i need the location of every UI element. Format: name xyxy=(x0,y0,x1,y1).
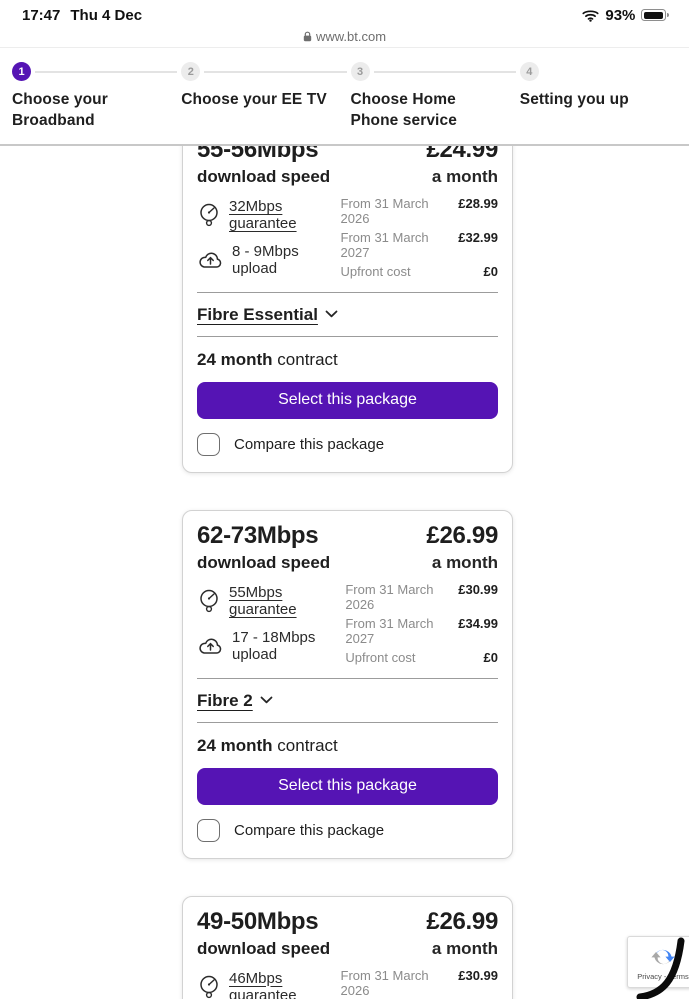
future-price-value: £30.99 xyxy=(458,967,498,983)
compare-checkbox[interactable] xyxy=(197,432,220,456)
future-price-value: £30.99 xyxy=(458,581,498,597)
lock-icon xyxy=(303,31,312,42)
future-price-value: £34.99 xyxy=(458,615,498,631)
status-left: 17:47 Thu 4 Dec xyxy=(22,7,142,24)
step-3-label: Choose Home Phone service xyxy=(350,91,457,129)
header: 17:47 Thu 4 Dec 93% xyxy=(0,0,689,146)
upfront-cost-label: Upfront cost xyxy=(340,263,411,279)
future-price-value: £28.99 xyxy=(458,195,498,211)
speed-gauge-icon xyxy=(197,974,221,999)
future-price-table: From 31 March 2026 £30.99 From 31 March … xyxy=(341,968,499,999)
step-2-ee-tv: 2 Choose your EE TV xyxy=(181,62,350,132)
chat-swoosh-icon[interactable] xyxy=(634,937,689,999)
guarantee-link[interactable]: 32Mbps guarantee xyxy=(229,197,297,232)
download-speed-label: download speed xyxy=(197,166,331,186)
future-price-label: From 31 March 2026 xyxy=(340,195,429,226)
step-4-label: Setting you up xyxy=(519,91,629,108)
address-bar[interactable]: www.bt.com xyxy=(0,26,689,48)
download-speed-value: 49-50Mbps xyxy=(197,907,319,935)
status-date: Thu 4 Dec xyxy=(70,6,143,24)
future-price-label: From 31 March 2026 xyxy=(340,967,429,998)
status-time: 17:47 xyxy=(22,6,61,24)
step-3-circle: 3 xyxy=(350,62,370,81)
card-right: £24.99 a month From 31 March 2026 £28.99… xyxy=(341,136,499,279)
card-right: £26.99 a month From 31 March 2026 £30.99… xyxy=(341,907,499,999)
card-left: 55-56Mbps download speed 32Mbps guarante… xyxy=(197,136,341,279)
contract-length: 24 month contract xyxy=(197,735,338,755)
download-speed-value: 62-73Mbps xyxy=(197,521,319,549)
step-4-circle: 4 xyxy=(519,62,539,81)
future-price-label: From 31 March 2027 xyxy=(340,229,429,260)
step-4-setting-up: 4 Setting you up xyxy=(519,62,689,132)
chevron-down-icon[interactable] xyxy=(325,310,338,318)
battery-icon xyxy=(641,9,669,21)
speed-gauge-icon xyxy=(197,202,221,227)
future-price-table: From 31 March 2026 £28.99 From 31 March … xyxy=(341,196,499,279)
future-price-value: £32.99 xyxy=(458,229,498,245)
future-price-table: From 31 March 2026 £30.99 From 31 March … xyxy=(345,582,498,665)
guarantee-link[interactable]: 55Mbps guarantee xyxy=(229,583,297,618)
download-speed-label: download speed xyxy=(197,938,331,958)
package-card-fibre-1: 49-50Mbps download speed 46Mbps guarante… xyxy=(182,895,513,999)
status-bar: 17:47 Thu 4 Dec 93% xyxy=(0,0,689,26)
step-3-home-phone: 3 Choose Home Phone service xyxy=(350,62,520,132)
step-2-label: Choose your EE TV xyxy=(181,91,327,108)
card-left: 62-73Mbps download speed 55Mbps guarante… xyxy=(197,521,345,665)
wifi-icon xyxy=(582,9,599,22)
card-right: £26.99 a month From 31 March 2026 £30.99… xyxy=(345,521,498,665)
upload-speed-text: 17 - 18Mbps upload xyxy=(232,628,316,663)
package-card-fibre-essential: 55-56Mbps download speed 32Mbps guarante… xyxy=(182,123,513,473)
upfront-cost-value: £0 xyxy=(483,649,498,665)
package-name-link[interactable]: Fibre 2 xyxy=(197,690,253,710)
upfront-cost-value: £0 xyxy=(483,263,498,279)
status-right: 93% xyxy=(582,7,669,24)
recaptcha-logo-icon xyxy=(650,944,676,970)
price-period: a month xyxy=(431,938,498,958)
cloud-upload-icon xyxy=(197,250,224,269)
compare-row: Compare this package xyxy=(197,818,498,842)
contract-length: 24 month contract xyxy=(197,349,338,369)
package-name-link[interactable]: Fibre Essential xyxy=(197,304,318,324)
download-speed-label: download speed xyxy=(197,552,331,572)
step-1-broadband: 1 Choose your Broadband xyxy=(12,62,181,132)
step-2-circle: 2 xyxy=(181,62,201,81)
package-card-fibre-2: 62-73Mbps download speed 55Mbps guarante… xyxy=(182,509,513,859)
cloud-upload-icon xyxy=(197,636,224,655)
checkout-stepper: 1 Choose your Broadband 2 Choose your EE… xyxy=(0,48,689,144)
select-package-button[interactable]: Select this package xyxy=(197,767,498,805)
future-price-label: From 31 March 2027 xyxy=(345,615,434,646)
step-1-circle: 1 xyxy=(12,62,31,81)
upload-speed-text: 8 - 9Mbps upload xyxy=(232,242,299,277)
battery-percent: 93% xyxy=(605,6,636,24)
url-text: www.bt.com xyxy=(315,29,387,44)
guarantee-link[interactable]: 46Mbps guarantee xyxy=(229,969,297,999)
chevron-down-icon[interactable] xyxy=(260,696,273,704)
card-left: 49-50Mbps download speed 46Mbps guarante… xyxy=(197,907,341,999)
compare-row: Compare this package xyxy=(197,432,498,456)
price-period: a month xyxy=(431,166,498,186)
compare-checkbox[interactable] xyxy=(197,818,220,842)
compare-label[interactable]: Compare this package xyxy=(234,821,385,839)
select-package-button[interactable]: Select this package xyxy=(197,381,498,419)
price-value: £26.99 xyxy=(426,521,498,549)
price-period: a month xyxy=(431,552,498,572)
speed-gauge-icon xyxy=(197,588,221,613)
compare-label[interactable]: Compare this package xyxy=(234,435,385,453)
recaptcha-privacy-terms[interactable]: Privacy - Terms xyxy=(637,971,689,981)
future-price-label: From 31 March 2026 xyxy=(345,581,434,612)
step-1-label: Choose your Broadband xyxy=(12,91,108,129)
upfront-cost-label: Upfront cost xyxy=(345,649,416,665)
package-list: 55-56Mbps download speed 32Mbps guarante… xyxy=(0,123,689,999)
price-value: £26.99 xyxy=(426,907,498,935)
